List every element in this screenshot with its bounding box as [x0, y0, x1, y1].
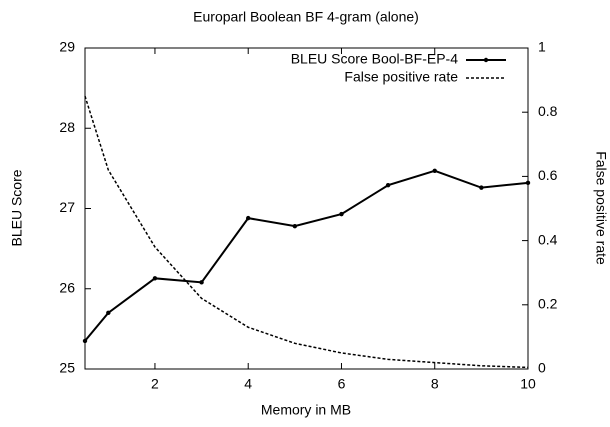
- y2-axis-label: False positive rate: [593, 151, 609, 265]
- chart-title: Europarl Boolean BF 4-gram (alone): [193, 9, 419, 25]
- y2-tick-label: 0.4: [538, 231, 558, 247]
- point: [246, 215, 251, 221]
- y-axis-label: BLEU Score: [9, 169, 25, 246]
- plot-frame: [84, 47, 529, 370]
- point: [106, 310, 111, 316]
- y2-tick-label: 0.8: [538, 103, 558, 119]
- point: [339, 211, 344, 217]
- point: [82, 338, 88, 344]
- point: [432, 168, 437, 173]
- y2-tick-label: 0.6: [538, 167, 558, 183]
- series-line: [84, 95, 529, 369]
- y2-tick-label: 0: [538, 360, 546, 376]
- point: [199, 280, 204, 285]
- point: [479, 185, 484, 190]
- y-tick-label: 26: [59, 279, 75, 295]
- y2-tick-label: 0.2: [538, 296, 558, 312]
- point: [525, 180, 531, 186]
- y-tick-label: 28: [59, 119, 75, 135]
- y-tick-label: 25: [59, 360, 75, 376]
- x-tick-label: 4: [244, 376, 252, 392]
- legend-label: False positive rate: [344, 69, 458, 85]
- y-tick-label: 29: [59, 39, 75, 55]
- x-tick-label: 6: [338, 376, 346, 392]
- x-tick-label: 2: [151, 376, 159, 392]
- y-tick-label: 27: [59, 199, 75, 215]
- y2-tick-label: 1: [538, 39, 546, 55]
- legend-marker: [483, 57, 489, 63]
- x-axis-label: Memory in MB: [261, 402, 351, 418]
- legend-label: BLEU Score Bool-BF-EP-4: [291, 51, 458, 67]
- point: [292, 223, 298, 229]
- x-tick-label: 10: [520, 376, 536, 392]
- series-line: [84, 169, 529, 342]
- point: [152, 276, 158, 281]
- point: [385, 183, 391, 188]
- x-tick-label: 8: [431, 376, 439, 392]
